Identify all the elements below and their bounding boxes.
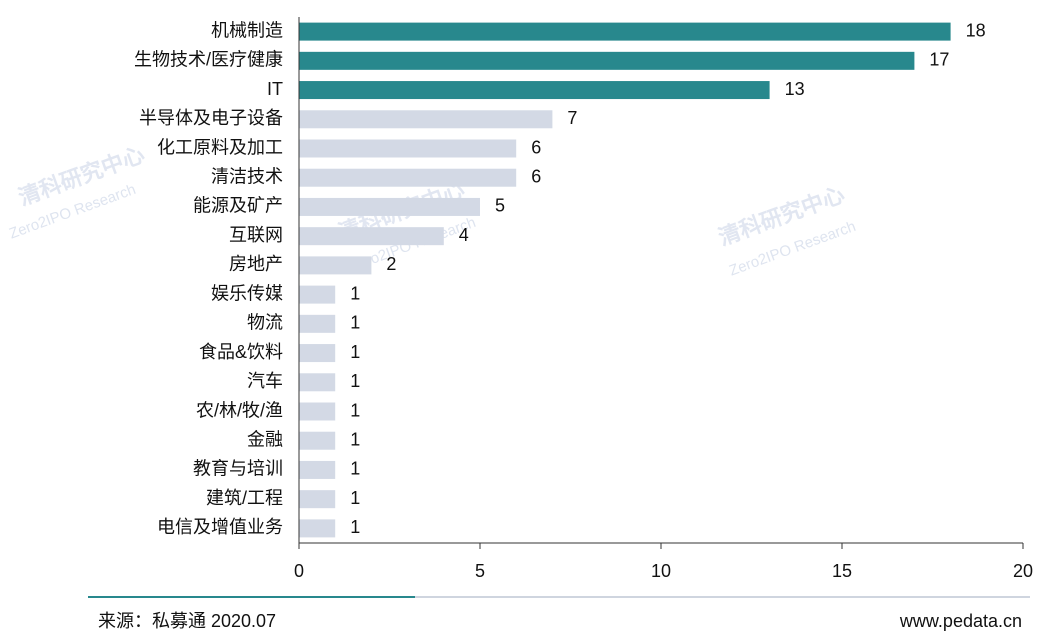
value-label: 1 xyxy=(350,517,360,537)
bar xyxy=(299,197,480,216)
y-tick-label: 化工原料及加工 xyxy=(157,137,283,157)
bar xyxy=(299,168,517,187)
y-tick-label: 建筑/工程 xyxy=(206,488,283,508)
value-label: 4 xyxy=(459,225,469,245)
value-label: 1 xyxy=(350,371,360,391)
bar xyxy=(299,490,336,509)
x-tick-label: 5 xyxy=(475,561,485,581)
bar xyxy=(299,227,444,246)
y-tick-label: 半导体及电子设备 xyxy=(139,108,283,128)
bar xyxy=(299,285,336,304)
bar xyxy=(299,460,336,479)
value-label: 1 xyxy=(350,429,360,449)
y-tick-label: 娱乐传媒 xyxy=(211,283,283,303)
value-label: 1 xyxy=(350,459,360,479)
y-tick-label: 农/林/牧/渔 xyxy=(196,400,283,420)
bar xyxy=(299,139,517,158)
value-label: 6 xyxy=(531,137,541,157)
bar xyxy=(299,344,336,363)
value-label: 13 xyxy=(785,79,805,99)
x-tick-label: 10 xyxy=(651,561,671,581)
value-label: 2 xyxy=(386,254,396,274)
bar xyxy=(299,256,372,275)
value-label: 1 xyxy=(350,342,360,362)
value-label: 1 xyxy=(350,400,360,420)
x-tick-label: 20 xyxy=(1013,561,1033,581)
bar xyxy=(299,373,336,392)
bar xyxy=(299,402,336,421)
value-label: 1 xyxy=(350,313,360,333)
y-tick-label: 清洁技术 xyxy=(211,166,283,186)
value-label: 18 xyxy=(966,20,986,40)
value-label: 7 xyxy=(567,108,577,128)
y-tick-label: IT xyxy=(267,79,283,99)
value-label: 5 xyxy=(495,196,505,216)
bar xyxy=(299,110,553,129)
source: 来源：私募通 2020.07 xyxy=(98,611,276,631)
value-label: 6 xyxy=(531,166,541,186)
x-tick-label: 15 xyxy=(832,561,852,581)
y-tick-label: 生物技术/医疗健康 xyxy=(134,50,283,70)
y-tick-label: 机械制造 xyxy=(211,20,283,40)
value-label: 17 xyxy=(929,50,949,70)
bar xyxy=(299,22,951,41)
x-tick-label: 0 xyxy=(294,561,304,581)
bar xyxy=(299,51,915,70)
y-tick-label: 教育与培训 xyxy=(193,459,283,479)
y-tick-label: 房地产 xyxy=(229,254,283,274)
y-tick-label: 物流 xyxy=(247,313,283,333)
website: www.pedata.cn xyxy=(899,611,1022,631)
bar xyxy=(299,314,336,333)
y-tick-label: 电信及增值业务 xyxy=(157,517,283,537)
y-tick-label: 互联网 xyxy=(229,225,283,245)
y-tick-label: 金融 xyxy=(247,429,283,449)
bar xyxy=(299,431,336,450)
value-label: 1 xyxy=(350,283,360,303)
bar xyxy=(299,81,770,100)
value-label: 1 xyxy=(350,488,360,508)
y-tick-label: 能源及矿产 xyxy=(193,196,283,216)
y-tick-label: 汽车 xyxy=(247,371,283,391)
bar xyxy=(299,519,336,538)
y-tick-label: 食品&饮料 xyxy=(199,342,283,362)
